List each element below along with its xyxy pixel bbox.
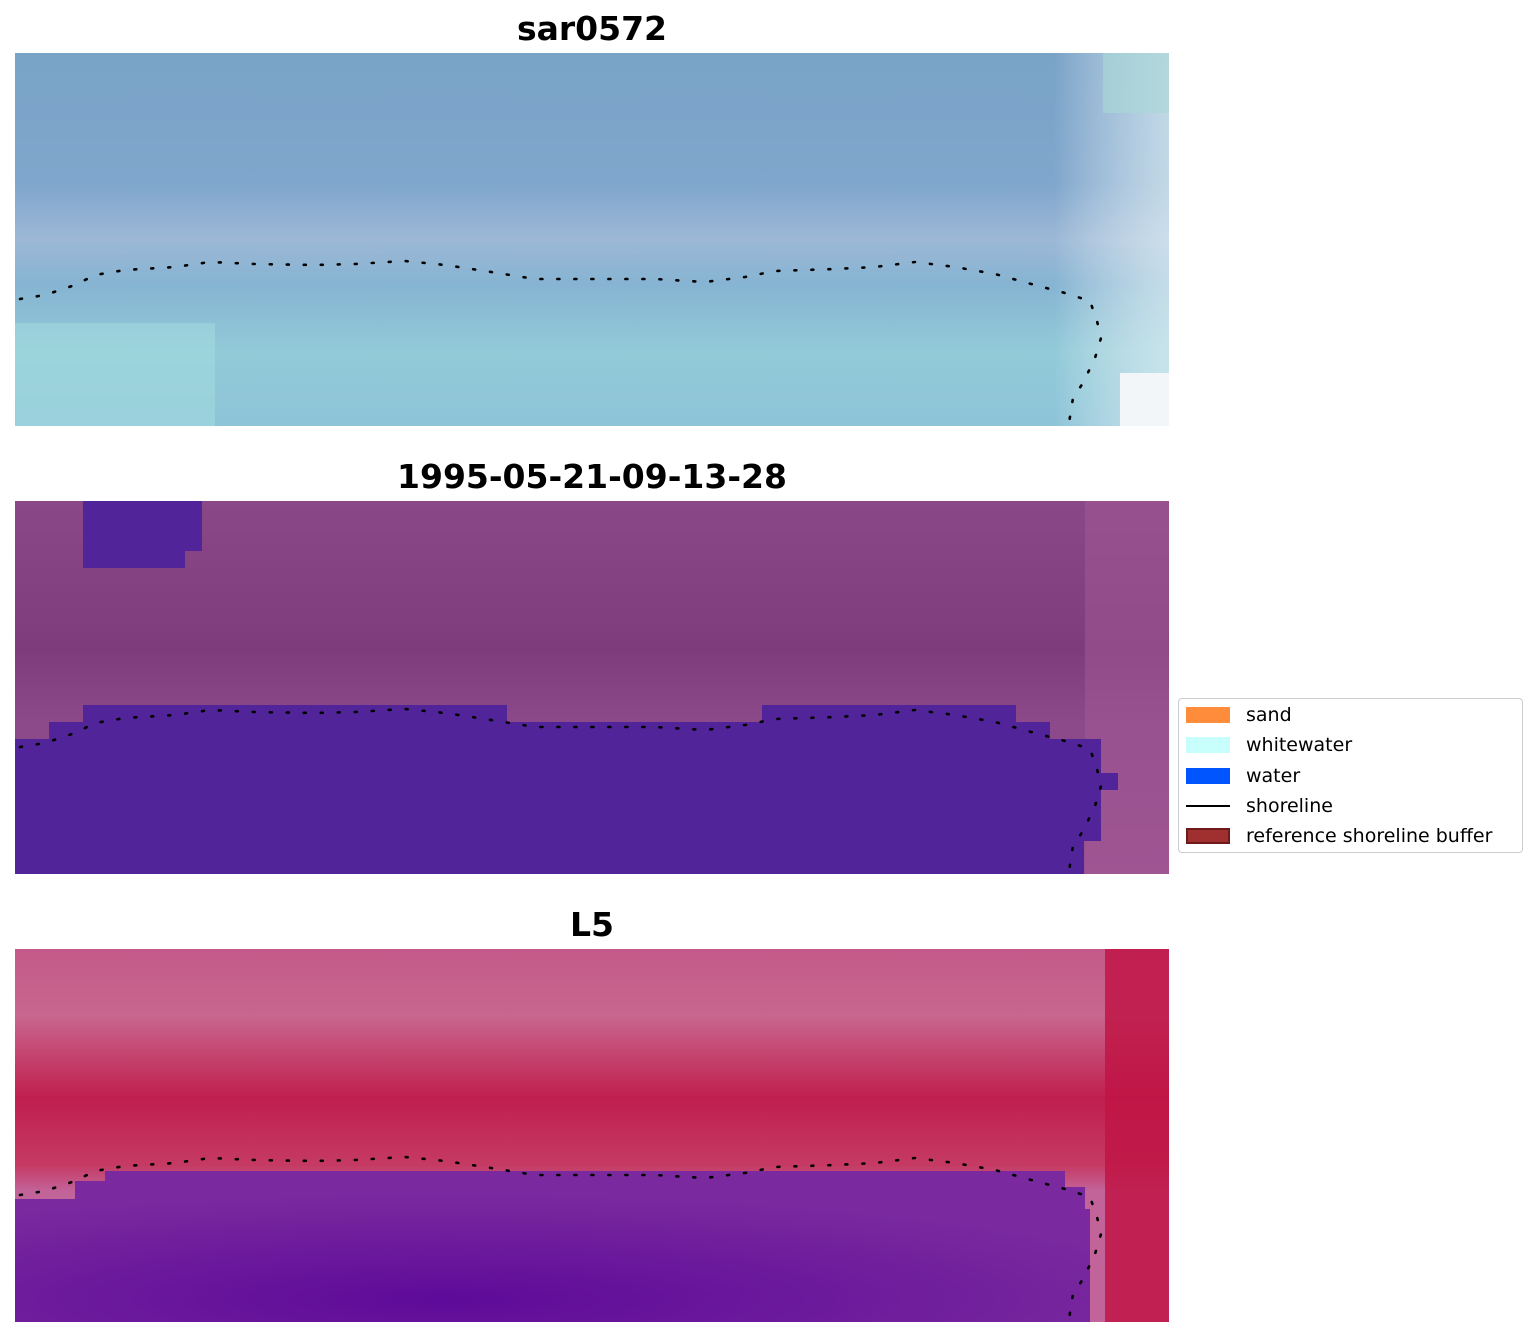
classified-image (15, 501, 1169, 874)
legend-label-sand: sand (1246, 704, 1292, 726)
index-image-panel (15, 949, 1169, 1322)
whitewater-swatch (1186, 737, 1230, 753)
reference-buffer-swatch (1186, 828, 1230, 844)
legend-item-shoreline: shoreline (1186, 795, 1333, 817)
legend-label-reference-buffer: reference shoreline buffer (1246, 825, 1493, 847)
index-image (15, 949, 1169, 1322)
legend: sand whitewater water shoreline referenc… (1178, 698, 1523, 853)
sand-swatch (1186, 707, 1230, 723)
legend-item-reference-buffer: reference shoreline buffer (1186, 825, 1493, 847)
legend-label-shoreline: shoreline (1246, 795, 1333, 817)
water-swatch (1186, 768, 1230, 784)
shoreline-line-swatch (1186, 805, 1230, 807)
legend-item-whitewater: whitewater (1186, 734, 1353, 756)
panel-title-sensor: L5 (570, 905, 614, 944)
panel-title-rgb: sar0572 (516, 9, 668, 48)
panel-title-date: 1995-05-21-09-13-28 (397, 457, 787, 496)
rgb-image (15, 53, 1169, 426)
rgb-image-panel (15, 53, 1169, 426)
legend-label-water: water (1246, 765, 1301, 787)
legend-item-water: water (1186, 765, 1301, 787)
classified-image-panel (15, 501, 1169, 874)
legend-label-whitewater: whitewater (1246, 734, 1353, 756)
legend-item-sand: sand (1186, 704, 1292, 726)
